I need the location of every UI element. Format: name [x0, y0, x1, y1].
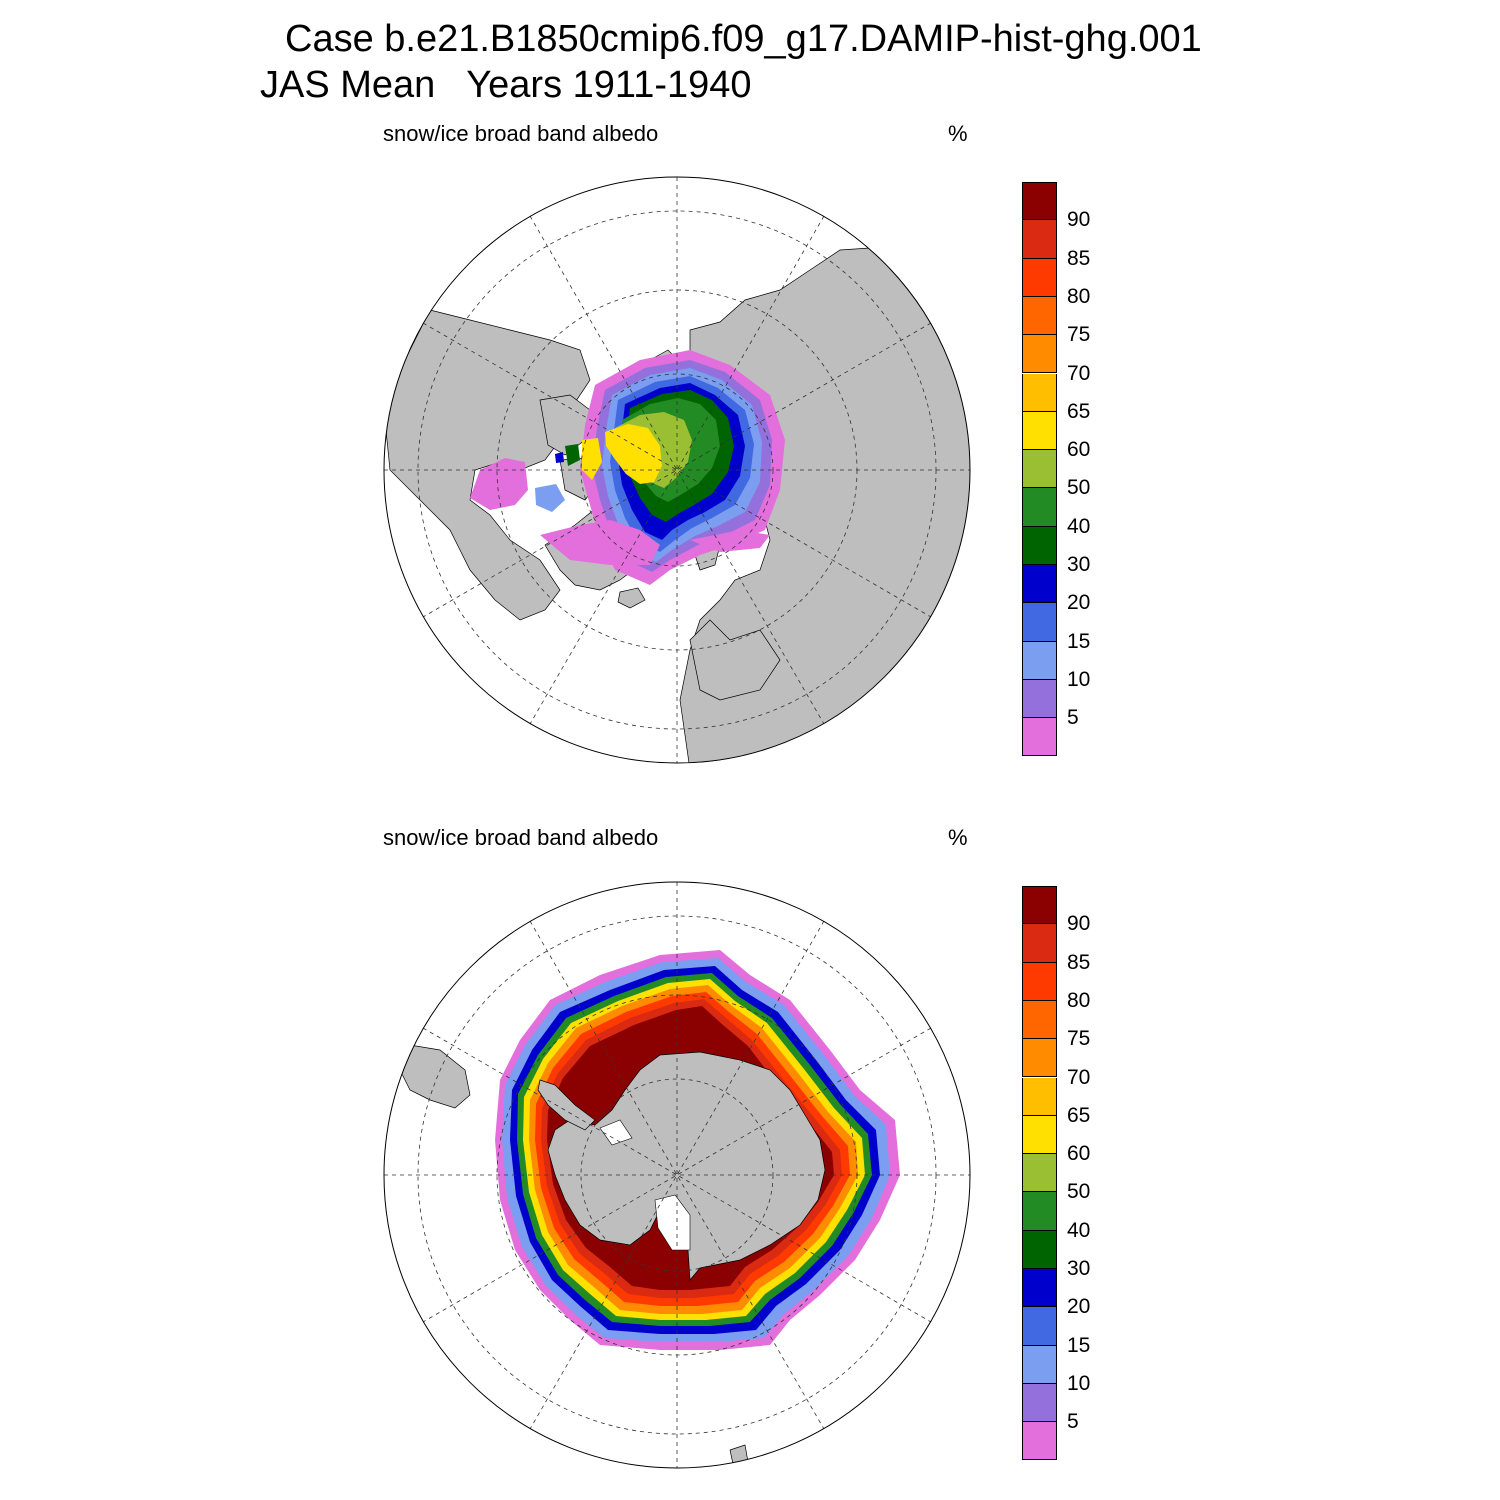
colorbar-segment — [1022, 182, 1057, 221]
colorbar-label: 70 — [1067, 1065, 1091, 1089]
colorbar-segment — [1022, 565, 1057, 604]
colorbar-segment — [1022, 335, 1057, 374]
colorbar-segment — [1022, 1307, 1057, 1346]
colorbar-label: 90 — [1067, 208, 1091, 232]
colorbar-label: 75 — [1067, 323, 1091, 347]
colorbar-label: 5 — [1067, 1410, 1079, 1434]
colorbar-segment — [1022, 450, 1057, 489]
colorbar-south — [1022, 886, 1057, 1461]
colorbar-label: 15 — [1067, 629, 1091, 653]
colorbar-label: 85 — [1067, 246, 1091, 270]
colorbar-label: 50 — [1067, 476, 1091, 500]
colorbar-label: 10 — [1067, 1371, 1091, 1395]
colorbar-segment — [1022, 1192, 1057, 1231]
north-graticule — [384, 177, 970, 763]
period-title: JAS Mean Years 1911-1940 — [260, 64, 752, 106]
colorbar-segment — [1022, 1154, 1057, 1193]
panel1-title: snow/ice broad band albedo — [383, 121, 659, 146]
panel2-units: % — [948, 825, 968, 850]
colorbar-north — [1022, 182, 1057, 757]
colorbar-label: 40 — [1067, 1218, 1091, 1242]
colorbar-label: 30 — [1067, 553, 1091, 576]
colorbar-label: 75 — [1067, 1027, 1091, 1051]
ice-shelf — [654, 1194, 691, 1251]
colorbar-segment — [1022, 1345, 1057, 1384]
colorbar-label: 20 — [1067, 591, 1091, 615]
colorbar-segment — [1022, 1269, 1057, 1308]
colorbar-segment — [1022, 1000, 1057, 1040]
colorbar-label: 80 — [1067, 988, 1091, 1012]
south-america-land — [394, 1044, 471, 1109]
colorbar-segment — [1022, 1115, 1057, 1155]
colorbar-segment — [1022, 718, 1057, 757]
colorbar-segment — [1022, 679, 1057, 719]
colorbar-label: 20 — [1067, 1295, 1091, 1319]
north-polar-map — [383, 176, 971, 764]
colorbar-label: 80 — [1067, 284, 1091, 308]
colorbar-label: 10 — [1067, 667, 1091, 691]
colorbar-segment — [1022, 488, 1057, 527]
colorbar-label: 90 — [1067, 912, 1091, 936]
colorbar-segment — [1022, 641, 1057, 680]
colorbar-segment — [1022, 603, 1057, 642]
colorbar-segment — [1022, 962, 1057, 1001]
colorbar-segment — [1022, 411, 1057, 451]
south-polar-map — [383, 881, 971, 1469]
colorbar-segment — [1022, 526, 1057, 565]
colorbar-label: 60 — [1067, 1142, 1091, 1166]
colorbar-segment — [1022, 1230, 1057, 1269]
colorbar-segment — [1022, 373, 1057, 412]
colorbar-label: 85 — [1067, 950, 1091, 974]
colorbar-segment — [1022, 1383, 1057, 1423]
colorbar-segment — [1022, 924, 1057, 963]
south-graticule — [384, 882, 970, 1468]
panel1-units: % — [948, 121, 968, 146]
colorbar-label: 65 — [1067, 1103, 1091, 1127]
antarctic-peninsula-land — [537, 1079, 596, 1131]
colorbar-label: 50 — [1067, 1180, 1091, 1204]
colorbar-segment — [1022, 220, 1057, 259]
colorbar-segment — [1022, 1077, 1057, 1116]
colorbar-segment — [1022, 258, 1057, 297]
case-title: Case b.e21.B1850cmip6.f09_g17.DAMIP-hist… — [285, 18, 1202, 60]
colorbar-label: 60 — [1067, 438, 1091, 462]
colorbar-segment — [1022, 1039, 1057, 1078]
colorbar-label: 5 — [1067, 706, 1079, 730]
colorbar-segment — [1022, 1422, 1057, 1461]
colorbar-segment — [1022, 296, 1057, 336]
colorbar-label: 15 — [1067, 1333, 1091, 1357]
colorbar-label: 70 — [1067, 361, 1091, 385]
colorbar-label: 65 — [1067, 399, 1091, 423]
colorbar-label: 40 — [1067, 514, 1091, 538]
panel2-title: snow/ice broad band albedo — [383, 825, 659, 850]
ice-shelf — [599, 1119, 633, 1146]
colorbar-label: 30 — [1067, 1257, 1091, 1280]
colorbar-segment — [1022, 886, 1057, 925]
